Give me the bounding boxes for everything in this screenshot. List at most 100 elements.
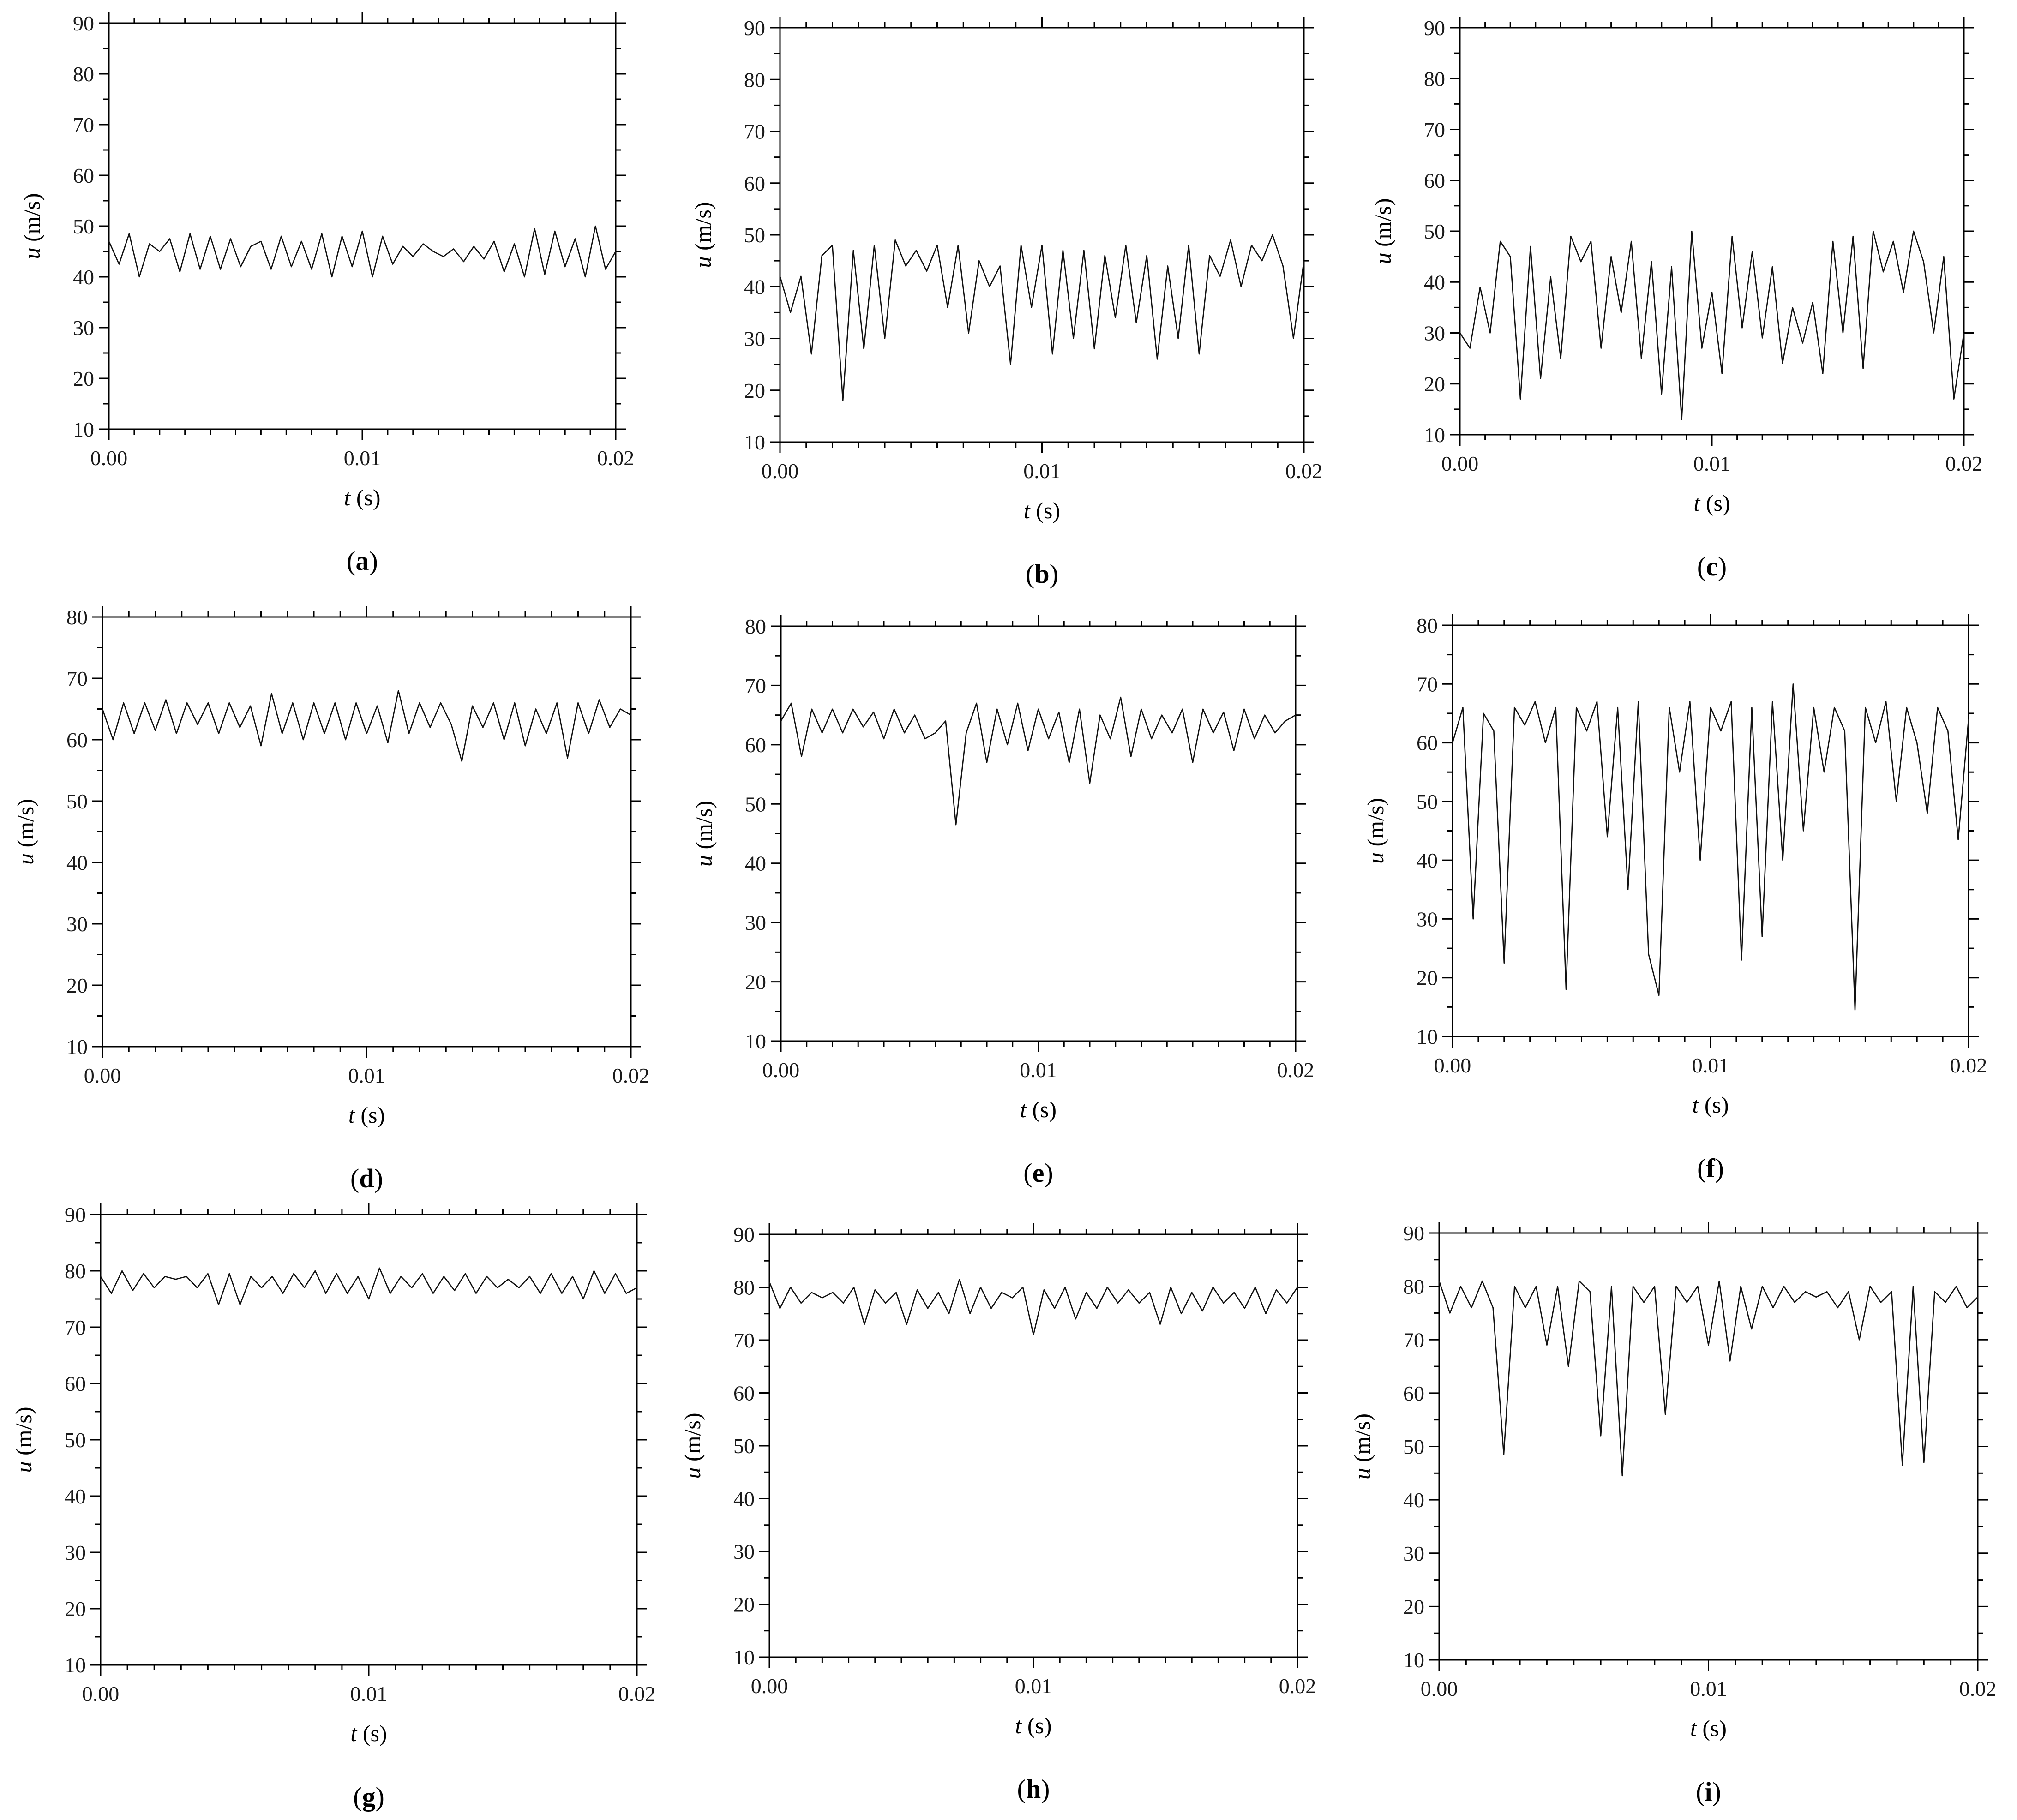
x-axis-var: t [1015,1712,1022,1738]
y-axis-title: u (m/s) [691,801,717,867]
y-tick-label: 20 [1417,966,1438,990]
x-tick-label: 0.01 [1023,459,1061,483]
y-tick-label: 70 [745,674,766,697]
y-tick-label: 10 [65,1653,86,1677]
y-axis-unit: (m/s) [1363,798,1388,852]
y-tick-label: 30 [65,1541,86,1564]
x-axis-title: t (s) [344,485,380,510]
x-axis-var: t [1693,490,1700,516]
y-tick-label: 40 [65,1485,86,1508]
y-tick-label: 60 [66,728,88,752]
panel-a: 10 20 30 40 50 60 70 80 90 0.00 0.01 0.02 t (s) u (m/… [19,12,634,576]
panel-label: a [356,546,369,576]
y-tick-label: 50 [745,792,766,816]
x-axis-title: t (s) [1020,1096,1057,1122]
y-tick-label: 80 [73,62,94,86]
series-line [1459,230,1965,420]
y-axis-var: u [690,257,716,268]
y-tick-label: 70 [1403,1328,1424,1352]
y-tick-label: 80 [1417,614,1438,637]
y-tick-label: 60 [745,733,766,757]
x-axis-title: t (s) [350,1720,387,1746]
x-tick-label: 0.01 [1690,1677,1727,1700]
x-axis-unit: (s) [1021,1712,1051,1738]
x-tick-label: 0.00 [762,1058,800,1082]
y-tick-label: 50 [733,1434,755,1458]
panel-h: 10 20 30 40 50 60 70 80 90 0.00 0.01 0.02 t (s) u (m/… [679,1223,1316,1804]
panel-caption: (a) [347,546,378,576]
y-tick-label: 40 [1417,849,1438,872]
series-line [1438,1280,1978,1477]
plot-frame [1452,624,1969,1037]
y-tick-label: 50 [73,215,94,238]
panel-label: c [1706,551,1718,581]
y-axis-title: u (m/s) [12,799,38,865]
x-tick-label: 0.02 [1945,452,1983,475]
y-tick-label: 50 [1403,1435,1424,1459]
y-axis-unit: (m/s) [691,801,717,855]
y-axis-unit: (m/s) [19,193,45,247]
x-axis-var: t [344,485,351,510]
y-axis-title: u (m/s) [679,1413,705,1479]
panel-d: 10 20 30 40 50 60 70 80 0.00 0.01 0.02 t (s) u (m/s)… [12,605,649,1193]
y-tick-label: 30 [745,911,766,934]
y-tick-label: 40 [1403,1488,1424,1512]
x-tick-label: 0.02 [1279,1674,1316,1698]
y-tick-label: 30 [733,1540,755,1563]
x-tick-label: 0.01 [350,1682,388,1706]
panel-f: 10 20 30 40 50 60 70 80 0.00 0.01 0.02 t (s) u (m/s)… [1363,614,1987,1183]
x-tick-label: 0.02 [618,1682,656,1706]
y-tick-label: 60 [1403,1382,1424,1405]
panel-label: g [362,1782,376,1812]
x-axis-var: t [1024,497,1031,523]
x-tick-label: 0.00 [1434,1054,1471,1077]
y-tick-label: 10 [1424,423,1445,447]
plot-frame [780,625,1297,1042]
x-tick-label: 0.02 [1959,1677,1997,1700]
y-tick-label: 80 [1424,67,1445,90]
y-tick-label: 20 [65,1597,86,1621]
y-axis-var: u [19,248,45,259]
series-line [102,690,631,762]
panel-e: 10 20 30 40 50 60 70 80 0.00 0.01 0.02 t (s) u (m/s)… [691,615,1314,1188]
y-tick-label: 50 [65,1428,86,1452]
y-tick-label: 10 [744,431,765,454]
x-axis-var: t [1020,1096,1027,1122]
panel-caption: (b) [1026,559,1058,589]
plot-frame [100,1214,638,1666]
panel-i: 10 20 30 40 50 60 70 80 90 0.00 0.01 0.02 t (s) u (m/… [1349,1221,1996,1807]
x-axis-title: t (s) [1015,1712,1051,1738]
series-line [780,696,1296,826]
panel-caption: (e) [1023,1158,1053,1188]
x-tick-label: 0.00 [1441,452,1479,475]
y-axis-var: u [1370,253,1396,264]
y-tick-label: 40 [73,265,94,289]
x-tick-label: 0.02 [1277,1058,1315,1082]
x-tick-label: 0.01 [1692,1054,1729,1077]
y-tick-label: 40 [744,275,765,299]
y-axis-title: u (m/s) [1370,198,1396,264]
x-axis-var: t [350,1720,357,1746]
y-tick-label: 70 [1424,118,1445,142]
x-axis-unit: (s) [1697,1715,1727,1741]
y-tick-label: 70 [1417,672,1438,696]
y-axis-title: u (m/s) [1363,798,1388,864]
y-tick-label: 60 [73,164,94,187]
x-tick-label: 0.02 [612,1064,650,1087]
y-tick-label: 20 [1424,372,1445,396]
x-axis-title: t (s) [1692,1092,1729,1118]
y-tick-label: 90 [65,1203,86,1227]
x-axis-unit: (s) [1027,1096,1057,1122]
y-tick-label: 30 [1424,322,1445,345]
x-axis-title: t (s) [1024,497,1060,523]
y-tick-label: 80 [66,605,88,629]
y-axis-unit: (m/s) [679,1413,705,1467]
x-axis-unit: (s) [355,1102,385,1128]
x-axis-title: t (s) [1693,490,1730,516]
y-tick-label: 80 [744,68,765,91]
y-tick-label: 90 [73,12,94,35]
x-axis-unit: (s) [350,485,380,510]
y-axis-title: u (m/s) [11,1407,36,1473]
y-tick-label: 90 [1403,1221,1424,1245]
